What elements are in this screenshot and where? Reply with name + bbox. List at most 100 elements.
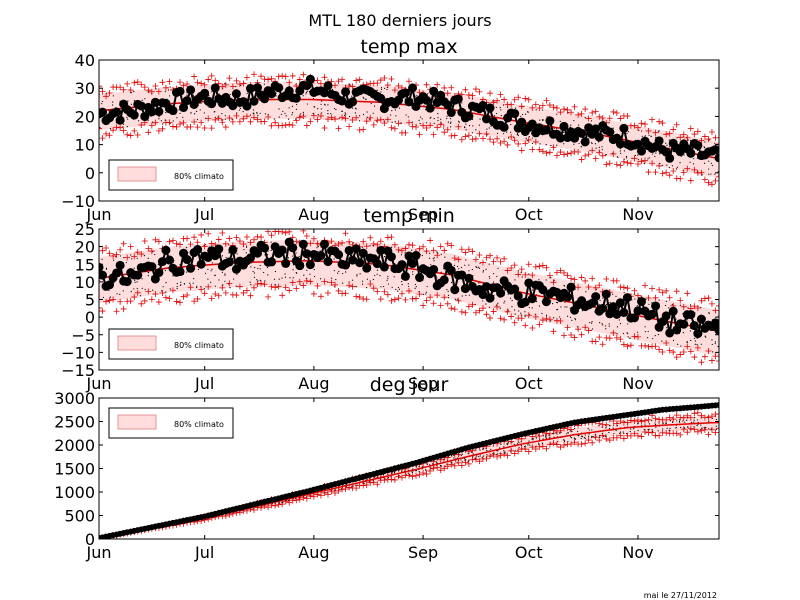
observed-point	[570, 133, 580, 143]
ensemble-dot	[130, 103, 133, 105]
ensemble-dot	[657, 131, 660, 133]
ensemble-dot	[563, 284, 565, 286]
observed-point	[274, 83, 284, 93]
extreme-marker	[310, 235, 317, 242]
ensemble-dot	[564, 301, 566, 303]
extreme-marker	[585, 283, 592, 290]
extreme-marker	[409, 473, 416, 480]
extreme-marker	[536, 321, 543, 328]
ensemble-dot	[327, 104, 329, 106]
extreme-marker	[568, 441, 575, 448]
ensemble-dot	[288, 107, 290, 109]
ensemble-dot	[134, 281, 136, 284]
ensemble-dot	[461, 102, 463, 104]
extreme-marker	[117, 246, 124, 253]
y-tick-label: 5	[85, 291, 95, 310]
observed-point	[411, 250, 421, 260]
extreme-marker	[663, 429, 670, 436]
extreme-marker	[317, 293, 324, 300]
extreme-marker	[589, 147, 596, 154]
extreme-marker	[303, 233, 310, 240]
extreme-marker	[599, 341, 606, 348]
ensemble-dot	[401, 280, 403, 283]
extreme-marker	[353, 293, 360, 300]
ensemble-dot	[317, 108, 319, 110]
extreme-marker	[539, 317, 546, 324]
observed-point	[598, 303, 608, 313]
ensemble-dot	[453, 454, 455, 456]
extreme-marker	[582, 277, 589, 284]
extreme-marker	[388, 476, 395, 483]
ensemble-dot	[517, 134, 519, 137]
extreme-marker	[677, 297, 684, 304]
extreme-marker	[434, 124, 441, 131]
extreme-marker	[247, 292, 254, 299]
x-tick-label: Oct	[515, 374, 543, 393]
extreme-marker	[716, 410, 719, 417]
ensemble-dot	[479, 118, 481, 120]
observed-point	[267, 89, 277, 99]
ensemble-dot	[442, 127, 445, 129]
ensemble-dot	[141, 99, 143, 101]
observed-point	[288, 243, 298, 253]
ensemble-dot	[465, 294, 467, 296]
extreme-marker	[219, 119, 226, 126]
extreme-marker	[539, 148, 546, 155]
extreme-marker	[673, 288, 680, 295]
ensemble-dot	[710, 173, 712, 175]
ensemble-dot	[439, 464, 442, 467]
ensemble-dot	[355, 108, 357, 110]
ensemble-dot	[292, 269, 294, 271]
ensemble-dot	[136, 287, 138, 290]
x-tick-label: Aug	[298, 374, 329, 393]
ensemble-dot	[443, 125, 445, 127]
extreme-marker	[138, 251, 145, 258]
extreme-marker	[458, 136, 465, 143]
ensemble-dot	[590, 142, 593, 144]
extreme-marker	[324, 116, 331, 123]
extreme-marker	[716, 173, 719, 180]
extreme-marker	[652, 343, 659, 350]
ensemble-dot	[694, 343, 696, 345]
observed-point	[348, 255, 358, 265]
extreme-marker	[293, 117, 300, 124]
extreme-marker	[494, 254, 501, 261]
extreme-marker	[606, 437, 613, 444]
ensemble-dot	[278, 502, 281, 504]
extreme-marker	[444, 300, 451, 307]
observed-point	[200, 88, 210, 98]
extreme-marker	[363, 296, 370, 303]
extreme-marker	[708, 129, 715, 135]
extreme-marker	[391, 296, 398, 303]
ensemble-dot	[504, 451, 506, 453]
extreme-marker	[585, 115, 592, 122]
extreme-marker	[515, 448, 522, 455]
observed-point	[429, 264, 439, 274]
ensemble-dot	[594, 143, 597, 145]
ensemble-dot	[502, 104, 505, 106]
ensemble-dot	[497, 267, 499, 269]
extreme-marker	[497, 140, 504, 147]
observed-point	[517, 117, 527, 127]
extreme-marker	[645, 169, 652, 176]
extreme-marker	[159, 289, 166, 296]
ensemble-dot	[511, 299, 513, 302]
extreme-marker	[508, 313, 515, 320]
extreme-marker	[286, 287, 293, 294]
ensemble-dot	[245, 245, 248, 247]
extreme-marker	[582, 106, 589, 113]
ensemble-dot	[529, 444, 531, 446]
observed-point	[284, 86, 294, 96]
ensemble-dot	[658, 299, 660, 301]
ensemble-dot	[482, 270, 485, 272]
extreme-marker	[694, 428, 701, 435]
extreme-marker	[515, 94, 522, 101]
extreme-marker	[642, 157, 649, 164]
extreme-marker	[251, 71, 257, 78]
ensemble-dot	[556, 309, 558, 311]
ensemble-dot	[601, 149, 604, 151]
ensemble-dot	[715, 418, 718, 421]
ensemble-dot	[615, 430, 617, 432]
extreme-marker	[272, 502, 279, 509]
extreme-marker	[673, 354, 680, 361]
